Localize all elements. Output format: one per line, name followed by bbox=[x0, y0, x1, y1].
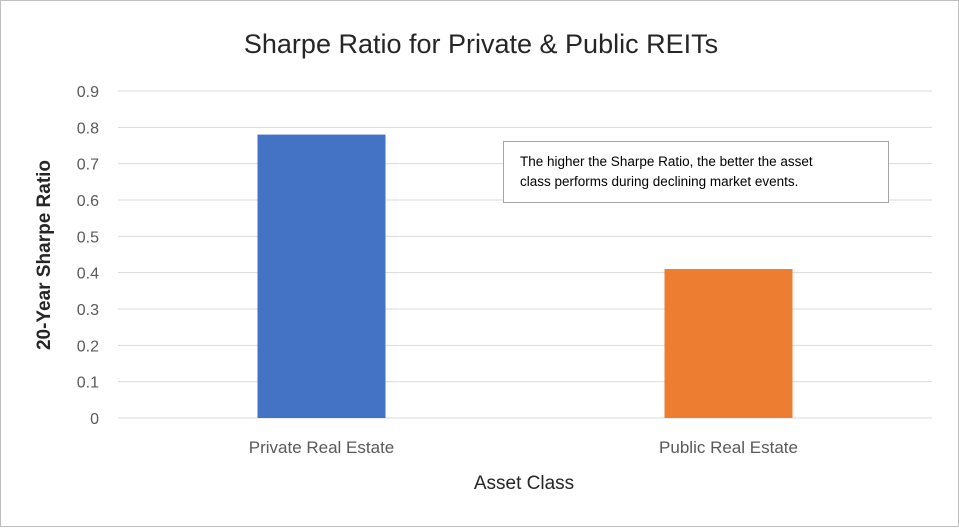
y-tick-label: 0 bbox=[90, 411, 99, 428]
y-tick-label: 0.3 bbox=[77, 302, 99, 319]
y-tick-label: 0.4 bbox=[77, 266, 99, 283]
y-tick-label: 0.7 bbox=[77, 157, 99, 174]
y-tick-label: 0.1 bbox=[77, 375, 99, 392]
y-tick-labels: 0 0.1 0.2 0.3 0.4 0.5 0.6 0.7 0.8 0.9 bbox=[77, 84, 99, 428]
bar-public-real-estate bbox=[664, 269, 793, 418]
annotation-line-1: The higher the Sharpe Ratio, the better … bbox=[520, 154, 813, 169]
annotation-box: The higher the Sharpe Ratio, the better … bbox=[503, 141, 889, 203]
gridlines bbox=[118, 90, 932, 419]
annotation-line-2: class performs during declining market e… bbox=[520, 174, 799, 189]
bar-private-real-estate bbox=[257, 134, 386, 418]
chart-title: Sharpe Ratio for Private & Public REITs bbox=[244, 29, 718, 59]
y-axis-label: 20-Year Sharpe Ratio bbox=[34, 160, 55, 350]
y-tick-label: 0.5 bbox=[77, 229, 99, 246]
x-category-label: Public Real Estate bbox=[659, 438, 798, 457]
y-tick-label: 0.2 bbox=[77, 338, 99, 355]
y-tick-label: 0.6 bbox=[77, 193, 99, 210]
y-tick-label: 0.8 bbox=[77, 120, 99, 137]
bars bbox=[257, 134, 793, 418]
x-category-labels: Private Real Estate Public Real Estate bbox=[249, 438, 798, 457]
x-axis-label: Asset Class bbox=[474, 473, 574, 494]
y-tick-label: 0.9 bbox=[77, 84, 99, 101]
x-category-label: Private Real Estate bbox=[249, 438, 395, 457]
